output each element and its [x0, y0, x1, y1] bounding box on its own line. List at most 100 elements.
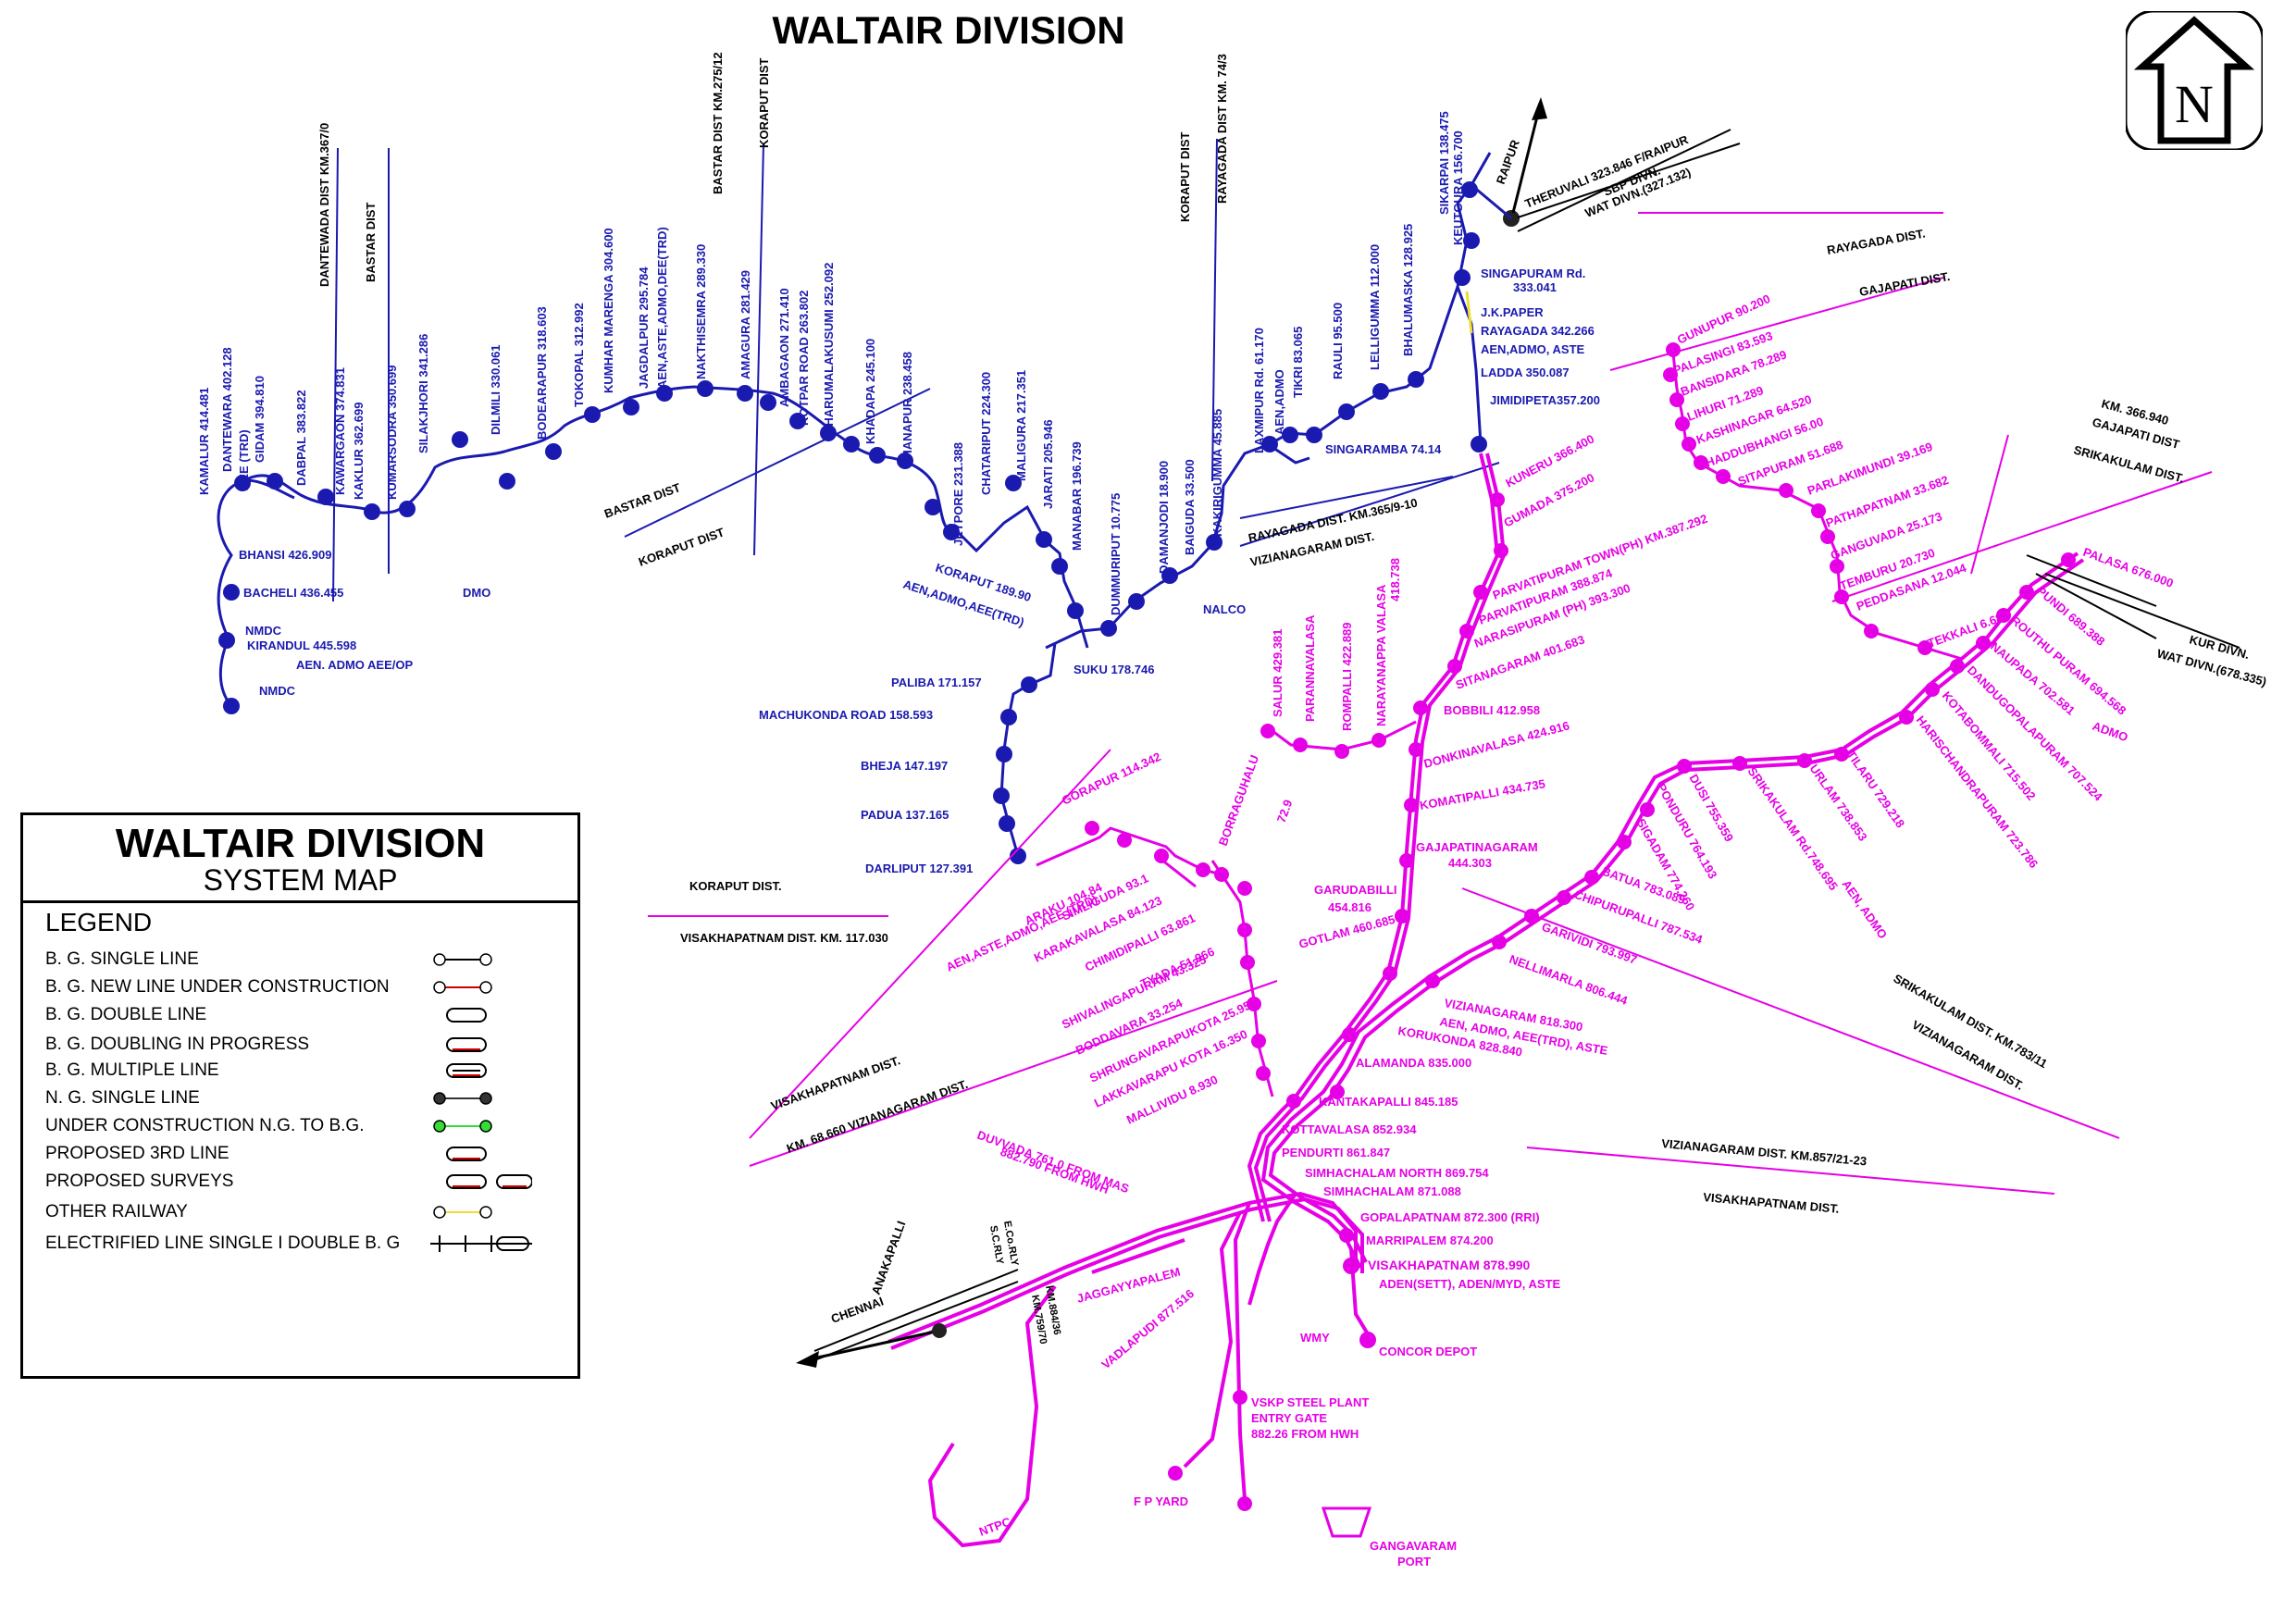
label-tokopal: TOKOPAL 312.992 — [572, 303, 586, 407]
label-gangavaram-2: PORT — [1397, 1555, 1431, 1568]
label-kawaragaon: KAWARGAON 374.831 — [333, 367, 347, 495]
label-fpyard: F P YARD — [1134, 1494, 1188, 1508]
label-bodearapur: BODEARAPUR 318.603 — [535, 306, 549, 440]
label-visakhapatnam-dist-b: VISAKHAPATNAM DIST. — [769, 1053, 902, 1113]
label-ladda: LADDA 350.087 — [1481, 366, 1570, 379]
label-nakthisemra: NAKTHISEMRA 289.330 — [694, 244, 708, 379]
label-dhanapur: DHANAPUR 238.458 — [900, 352, 914, 467]
label-garudabilli: GARUDABILLI — [1314, 883, 1397, 897]
label-raipur: RAIPUR — [1494, 137, 1522, 186]
district-boundaries-blue — [332, 138, 1500, 602]
chennai-arrow — [796, 1323, 947, 1368]
label-ntpc: NTPC — [977, 1514, 1013, 1538]
legend-item: B. G. DOUBLING IN PROGRESS — [45, 1035, 310, 1054]
label-jarati: JARATI 205.946 — [1041, 419, 1055, 509]
label-jagdalpur: JAGDALPUR 295.784 — [637, 267, 651, 389]
label-nalco: NALCO — [1203, 602, 1246, 616]
legend-item: B. G. NEW LINE UNDER CONSTRUCTION — [45, 977, 390, 997]
legend-item: ELECTRIFIED LINE SINGLE I DOUBLE B. G — [45, 1233, 401, 1253]
label-charumal: CHARUMALAKUSUMI 252.092 — [822, 263, 836, 435]
label-visakhapatnam-2: ADEN(SETT), ADEN/MYD, ASTE — [1379, 1277, 1561, 1291]
label-wmy: WMY — [1300, 1331, 1330, 1345]
label-singaramba: SINGARAMBA 74.14 — [1325, 442, 1442, 456]
label-dantewara: DANTEWARA 402.128 — [220, 347, 234, 472]
label-vizianagaram-km857: VIZIANAGARAM DIST. KM.857/21-23 — [1661, 1136, 1868, 1168]
label-rayagada-2: AEN,ADMO, ASTE — [1481, 342, 1585, 356]
label-kumarsodra: KUMARSODRA 350.699 — [385, 366, 399, 500]
legend-symbol-icon — [430, 1235, 532, 1252]
label-simhachalam-north: SIMHACHALAM NORTH 869.754 — [1305, 1166, 1489, 1180]
legend-symbol-icon — [446, 1037, 487, 1052]
label-koraput-dist-km: KORAPUT DIST — [1178, 131, 1192, 222]
label-tikri: TIKRI 83.065 — [1291, 327, 1305, 398]
label-bhansi: BHANSI 426.909 — [239, 548, 331, 562]
label-rayagada-dist-km: RAYAGADA DIST KM. 74/3 — [1215, 54, 1229, 204]
label-gajapatinagaram-2: 444.303 — [1448, 856, 1492, 870]
label-garividi: GARIVIDI 793.997 — [1540, 920, 1639, 967]
label-amaguda: AMAGURA 281.429 — [738, 270, 752, 379]
label-rayagada-dist: RAYAGADA DIST. — [1826, 226, 1927, 256]
label-suku: SUKU 178.746 — [1074, 663, 1154, 676]
legend-symbol-icon — [433, 981, 492, 994]
label-damanjodi: DAMANJODI 18.900 — [1157, 461, 1171, 574]
label-ambagaon: AMBAGAON 271.410 — [777, 288, 791, 407]
label-vskp-2: ENTRY GATE — [1251, 1411, 1327, 1425]
label-jaggayyapalem: JAGGAYYAPALEM — [1075, 1265, 1182, 1306]
label-aen-admo-a: AEN,ADMO — [1272, 369, 1286, 435]
label-koraput-dist-mid: KORAPUT DIST — [637, 525, 726, 568]
label-parannavalasa: PARANNAVALASA — [1303, 614, 1317, 722]
label-kumhar: KUMHAR MARENGA 304.600 — [602, 228, 615, 393]
raipur-arrow — [1511, 101, 1543, 214]
legend-symbol-icon — [433, 1092, 492, 1105]
label-jimidipeta: JIMIDIPETA357.200 — [1490, 393, 1600, 407]
legend-item: PROPOSED 3RD LINE — [45, 1144, 230, 1163]
label-kakirigumma: KAKIRIGUMMA 45.885 — [1210, 409, 1224, 537]
label-bhalumaska: BHALUMASKA 128.925 — [1401, 224, 1415, 356]
map-title: WALTAIR DIVISION — [772, 8, 1124, 52]
label-singapuram: SINGAPURAM Rd. — [1481, 267, 1585, 280]
label-padua: PADUA 137.165 — [861, 808, 949, 822]
label-wat-divn-2: WAT DIVN.(678.335) — [2155, 646, 2268, 688]
label-visakhapatnam: VISAKHAPATNAM 878.990 — [1368, 1258, 1531, 1272]
legend-item: UNDER CONSTRUCTION N.G. TO B.G. — [45, 1116, 365, 1135]
legend-symbol-icon — [446, 1008, 487, 1023]
blue-stations — [218, 181, 1487, 864]
label-komatipalli: KOMATIPALLI 434.735 — [1419, 776, 1546, 812]
label-sikarpai: SIKARPAI 138.475 — [1437, 111, 1451, 215]
legend-item: B. G. DOUBLE LINE — [45, 1005, 207, 1024]
label-rayagada: RAYAGADA 342.266 — [1481, 324, 1595, 338]
label-alamanda: ALAMANDA 835.000 — [1356, 1056, 1471, 1070]
north-arrow-icon: N — [2126, 11, 2263, 150]
label-kirandul: KIRANDUL 445.598 — [247, 638, 356, 652]
label-aee-trd: AEE (TRD) — [237, 429, 251, 490]
label-parvatipuram-town: PARVATIPURAM TOWN(PH) KM.387.292 — [1491, 512, 1709, 602]
label-vskp-3: 882.26 FROM HWH — [1251, 1427, 1359, 1441]
label-kantakapalli: KANTAKAPALLI 845.185 — [1319, 1095, 1458, 1109]
label-kamalur: KAMALUR 414.481 — [197, 388, 211, 495]
label-gangavaram: GANGAVARAM — [1370, 1539, 1457, 1553]
label-bobbili: BOBBILI 412.958 — [1444, 703, 1540, 717]
legend-subtitle: SYSTEM MAP — [203, 863, 398, 897]
legend-symbol-icon — [433, 1120, 492, 1133]
label-gotlam: GOTLAM 460.685 — [1297, 912, 1396, 951]
label-chataripu: CHATARIPUT 224.300 — [979, 372, 993, 495]
label-visakhapatnam-km117: VISAKHAPATNAM DIST. KM. 117.030 — [680, 931, 888, 945]
label-kottavalasa: KOTTAVALASA 852.934 — [1282, 1122, 1417, 1136]
label-garudabilli-2: 454.816 — [1328, 900, 1371, 914]
label-kotpar: KOTPAR ROAD 263.802 — [797, 291, 811, 426]
district-boundaries-magenta — [648, 212, 2213, 1195]
legend-symbol-icon — [446, 1174, 532, 1189]
label-salur: SALUR 429.381 — [1271, 629, 1285, 717]
label-baiguda: BAIGUDA 33.500 — [1183, 459, 1197, 555]
label-vadlapudi: VADLAPUDI 877.516 — [1098, 1286, 1197, 1371]
label-visakhapatnam-dist: VISAKHAPATNAM DIST. — [1703, 1190, 1840, 1216]
legend-item: OTHER RAILWAY — [45, 1202, 188, 1221]
magenta-stations — [1085, 342, 2076, 1511]
label-manabar: MANABAR 196.739 — [1070, 441, 1084, 551]
north-label: N — [2175, 74, 2214, 134]
label-machukonda: MACHUKONDA ROAD 158.593 — [759, 708, 933, 722]
label-dilmili: DILMILI 330.061 — [489, 344, 503, 435]
label-nmdc-2: NMDC — [259, 684, 296, 698]
legend-symbol-icon — [446, 1063, 487, 1078]
